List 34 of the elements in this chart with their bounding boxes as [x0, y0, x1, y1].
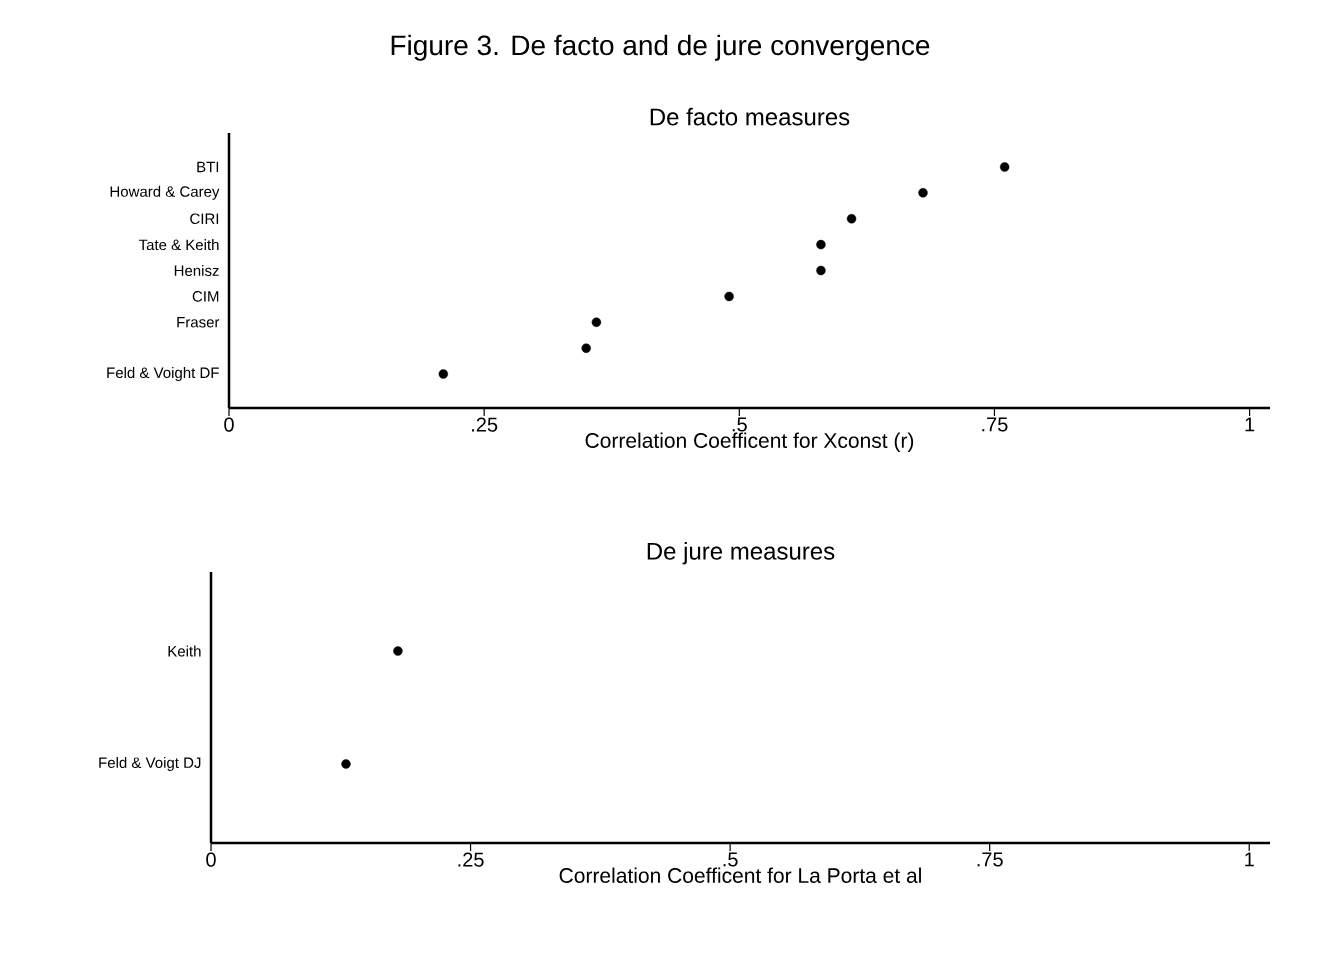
- point: [438, 369, 449, 379]
- y-tick-label: CIRI: [190, 213, 219, 225]
- y-tick-label: Keith: [168, 645, 201, 657]
- point: [581, 343, 591, 353]
- x-tick-label: .5: [723, 852, 738, 867]
- x-axis-title: Correlation Coefficent for La Porta et al: [559, 867, 921, 883]
- x-axis-title: Correlation Coefficent for Xconst (r): [585, 432, 914, 453]
- point: [816, 265, 826, 276]
- point: [816, 239, 826, 250]
- y-tick-label: CIM: [192, 291, 219, 302]
- y-tick-label: Feld & Voigt DJ: [99, 756, 201, 771]
- y-tick-label: Henisz: [174, 264, 219, 276]
- y-tick-label: Fraser: [177, 317, 220, 328]
- point: [846, 214, 857, 224]
- x-tick-label: .75: [982, 417, 1008, 432]
- y-tick-label: Feld & Voight DF: [107, 367, 219, 382]
- chart-subtitle: De facto measures: [650, 107, 850, 126]
- x-tick-label: 0: [224, 417, 234, 432]
- chart-title: De jure measures: [647, 542, 835, 565]
- x-tick-label: .25: [458, 852, 484, 867]
- point: [724, 291, 734, 302]
- point: [918, 188, 928, 198]
- y-tick-label: Howard & Carey: [110, 185, 220, 200]
- chart-title: Figure 3. De facto and de jure convergence: [391, 34, 930, 61]
- x-tick-label: 1: [1245, 417, 1255, 432]
- x-tick-label: .5: [732, 417, 747, 432]
- x-tick-label: .75: [977, 852, 1003, 867]
- point: [591, 317, 602, 327]
- y-tick-label: BTI: [197, 161, 219, 173]
- y-tick-label: Tate & Keith: [138, 239, 219, 251]
- x-tick-label: 1: [1245, 852, 1254, 867]
- x-tick-label: 0: [206, 852, 216, 867]
- x-tick-label: .25: [472, 417, 498, 432]
- point: [999, 162, 1010, 172]
